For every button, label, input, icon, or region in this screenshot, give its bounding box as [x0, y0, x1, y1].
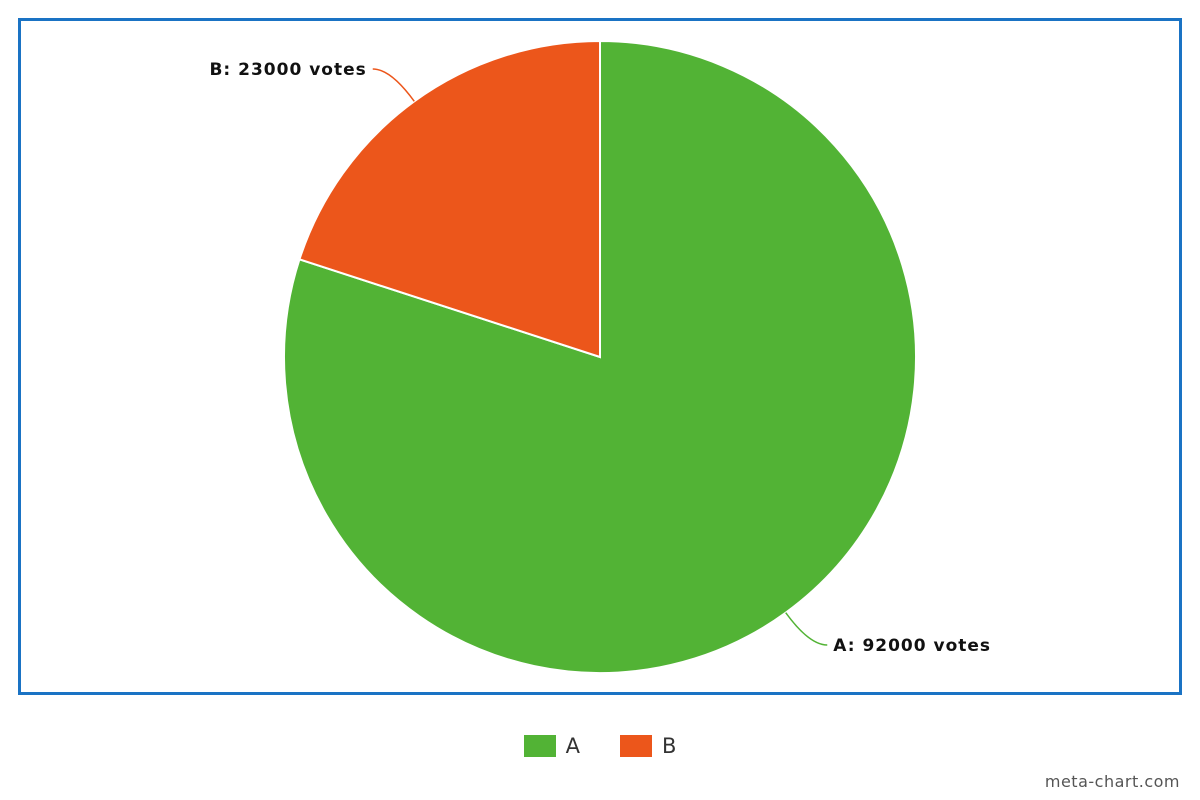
pie-slice-b[interactable]	[298, 39, 601, 359]
data-label-b: B: 23000 votes	[209, 60, 366, 80]
legend-label-b: B	[661, 734, 677, 758]
labels-layer: A: 92000 votes B: 23000 votes	[209, 60, 991, 656]
leader-line-a	[785, 612, 828, 646]
legend-label-a: A	[565, 734, 580, 758]
leader-line-b	[372, 68, 415, 102]
legend: A B	[0, 731, 1200, 761]
legend-swatch-b	[619, 735, 652, 757]
watermark: meta-chart.com	[1044, 772, 1180, 791]
legend-item-a[interactable]: A	[523, 734, 580, 758]
legend-swatch-a	[523, 735, 556, 757]
data-label-a: A: 92000 votes	[833, 636, 991, 656]
legend-item-b[interactable]: B	[619, 734, 677, 758]
slices-layer	[283, 39, 917, 674]
